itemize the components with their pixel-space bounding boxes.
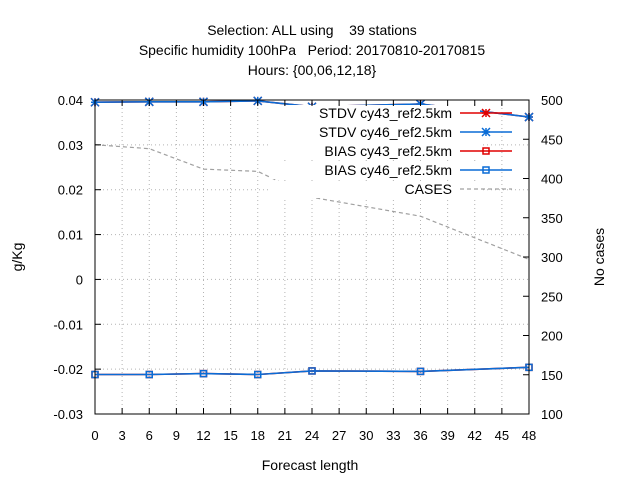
y2-tick-label: 150 (541, 368, 563, 383)
legend-bg (270, 124, 480, 141)
legend-bg (270, 105, 480, 122)
series-point-3 (145, 370, 153, 379)
legend-bg (270, 162, 480, 179)
title-line: Hours: {00,06,12,18} (248, 62, 377, 78)
x-tick-label: 48 (522, 428, 536, 443)
y2-tick-label: 300 (541, 250, 563, 265)
x-tick-label: 42 (468, 428, 482, 443)
y-tick-label: 0 (76, 272, 83, 287)
legend-marker (481, 127, 491, 137)
y2-tick-label: 100 (541, 407, 563, 422)
y2-tick-label: 200 (541, 329, 563, 344)
legend-bg (270, 181, 480, 198)
series-line-3 (95, 366, 530, 376)
y-tick-label: -0.02 (53, 362, 83, 377)
y-tick-label: 0.04 (58, 93, 83, 108)
y2-tick-label: 500 (541, 93, 563, 108)
x-tick-label: 15 (223, 428, 237, 443)
x-tick-label: 24 (305, 428, 319, 443)
y-tick-label: 0.03 (58, 138, 83, 153)
y-axis-ticks: -0.03 -0.02 -0.01 0 0.01 0.02 0.03 0.04 (53, 93, 101, 422)
y2-tick-label: 450 (541, 132, 563, 147)
y2-tick-label: 400 (541, 172, 563, 187)
legend-marker (482, 166, 490, 174)
legend-label: CASES (405, 181, 452, 197)
y-axis-label: g/Kg (9, 243, 25, 272)
series-point-3 (308, 367, 316, 375)
legend-marker (482, 147, 490, 155)
x-tick-label: 12 (196, 428, 210, 443)
x-tick-label: 18 (251, 428, 265, 443)
x-tick-label: 45 (495, 428, 509, 443)
series-point-3 (416, 367, 425, 376)
series-point-3 (199, 369, 208, 378)
legend-marker (481, 108, 491, 118)
y-tick-label: -0.03 (53, 407, 83, 422)
y2-tick-label: 350 (541, 211, 563, 226)
legend: STDV cy43_ref2.5km STDV cy46_ref2.5km BIAS… (270, 105, 512, 198)
x-tick-label: 3 (119, 428, 126, 443)
x-tick-label: 6 (146, 428, 153, 443)
legend-label: BIAS cy46_ref2.5km (324, 162, 452, 178)
legend-label: STDV cy43_ref2.5km (319, 105, 452, 121)
chart-title: Selection: ALL using 39 stations Specific… (139, 22, 486, 78)
title-line: Specific humidity 100hPa Period: 2017081… (139, 42, 486, 58)
x-tick-label: 21 (278, 428, 292, 443)
legend-label: BIAS cy43_ref2.5km (324, 143, 452, 159)
y-tick-label: 0.01 (58, 228, 83, 243)
legend-label: STDV cy46_ref2.5km (319, 124, 452, 140)
x-axis-label: Forecast length (262, 457, 359, 473)
x-tick-label: 36 (413, 428, 427, 443)
y-tick-label: 0.02 (58, 183, 83, 198)
y2-axis-label: No cases (591, 228, 607, 286)
y-tick-label: -0.01 (53, 317, 83, 332)
series-point-3 (254, 370, 262, 379)
x-tick-label: 27 (332, 428, 346, 443)
x-axis-ticks: 0 3 6 9 12 15 18 21 24 27 30 33 36 39 42 45 48 (91, 100, 536, 443)
title-line: Selection: ALL using 39 stations (207, 22, 417, 38)
y2-tick-label: 250 (541, 289, 563, 304)
series-line-4 (94, 144, 530, 260)
x-tick-label: 33 (386, 428, 400, 443)
x-tick-label: 30 (359, 428, 373, 443)
legend-bg (270, 143, 480, 160)
x-tick-label: 0 (91, 428, 98, 443)
x-tick-label: 39 (440, 428, 454, 443)
x-tick-label: 9 (173, 428, 180, 443)
y2-axis-ticks: 100 150 200 250 300 350 400 450 500 (523, 93, 563, 422)
